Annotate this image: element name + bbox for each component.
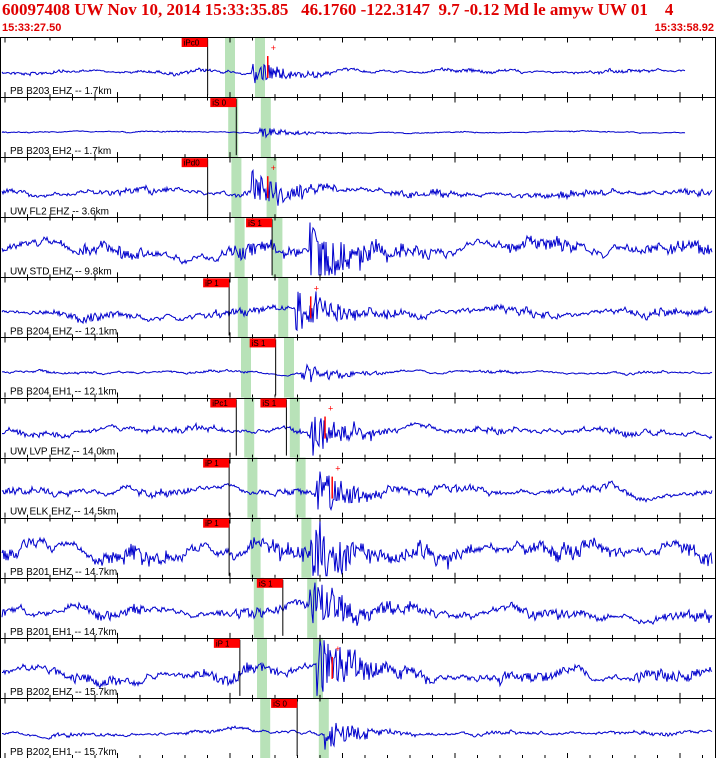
phase-pick-box[interactable]: [249, 338, 276, 348]
s-wave-highlight-band: [318, 697, 329, 758]
channel-label: PB B201 EHZ -- 14.7km: [10, 567, 117, 578]
seismic-trace[interactable]: [1, 520, 713, 577]
event-header: 60097408 UW Nov 10, 2014 15:33:35.85 46.…: [0, 0, 716, 37]
seismic-trace[interactable]: [1, 291, 713, 332]
seismic-trace[interactable]: [1, 416, 713, 456]
phase-pick-label: iPc0: [184, 39, 200, 48]
phase-pick-label: iP 1: [205, 459, 219, 468]
phase-pick-box[interactable]: [181, 38, 208, 47]
phase-pick-box[interactable]: [203, 518, 230, 528]
phase-pick-label: iP 1: [216, 639, 230, 648]
phase-pick-box[interactable]: [210, 398, 237, 408]
p-wave-highlight-band: [231, 157, 242, 218]
channel-label: PB B201 EH1 -- 14.7km: [10, 627, 117, 638]
seismic-trace[interactable]: [1, 126, 686, 139]
s-wave-highlight-band: [295, 457, 306, 518]
phase-pick-label: iP 1: [205, 519, 219, 528]
p-wave-highlight-band: [250, 517, 261, 578]
phase-pick-box[interactable]: [210, 98, 237, 108]
event-title: 60097408 UW Nov 10, 2014 15:33:35.85 46.…: [2, 0, 674, 19]
s-wave-highlight-band: [255, 37, 265, 98]
seismic-trace[interactable]: [1, 169, 713, 206]
start-time-label: 15:33:27.50: [2, 22, 62, 34]
phase-pick-box[interactable]: [213, 638, 240, 648]
seismic-trace[interactable]: [1, 471, 713, 512]
seismic-trace[interactable]: [1, 722, 713, 750]
phase-pick-box[interactable]: [203, 278, 230, 288]
coda-plus: +: [328, 404, 333, 414]
seismogram-panel[interactable]: iPc0 + PB B203 EHZ -- 1.7km iS 0 PB B203 EH2…: [0, 37, 716, 759]
p-wave-highlight-band: [234, 217, 245, 278]
seismic-trace[interactable]: [2, 639, 713, 696]
s-wave-highlight-band: [289, 397, 300, 458]
phase-pick-label: iPc1: [212, 399, 228, 408]
s-wave-highlight-band: [272, 217, 283, 278]
p-wave-highlight-band: [244, 397, 255, 458]
p-wave-highlight-band: [253, 577, 264, 638]
phase-pick-label: iS 1: [262, 399, 276, 408]
p-wave-highlight-band: [237, 277, 248, 338]
phase-pick-label: iS 1: [252, 339, 266, 348]
phase-pick-box[interactable]: [203, 458, 230, 468]
channel-label: UW ELK EHZ -- 14.5km: [10, 507, 116, 518]
coda-plus: +: [335, 464, 340, 474]
p-wave-highlight-band: [228, 97, 239, 158]
s-wave-highlight-band: [307, 577, 318, 638]
channel-label: PB B204 EHZ -- 12.1km: [10, 326, 117, 337]
seismic-trace[interactable]: [1, 582, 713, 626]
seismic-trace[interactable]: [1, 363, 713, 383]
phase-pick-label: iPd0: [184, 159, 201, 168]
coda-plus: +: [314, 283, 319, 293]
phase-pick-box[interactable]: [271, 698, 298, 708]
p-wave-highlight-band: [260, 697, 271, 758]
p-wave-highlight-band: [225, 37, 235, 98]
phase-pick-box[interactable]: [260, 398, 287, 408]
phase-pick-label: iS 0: [273, 699, 287, 708]
channel-label: PB B202 EH1 -- 15.7km: [10, 747, 117, 758]
seismogram-canvas[interactable]: iPc0 + PB B203 EHZ -- 1.7km iS 0 PB B203 EH2…: [0, 37, 716, 759]
p-wave-highlight-band: [241, 337, 251, 398]
coda-plus: +: [335, 644, 340, 654]
phase-pick-label: iS 1: [259, 579, 273, 588]
s-wave-highlight-band: [278, 277, 289, 338]
phase-pick-box[interactable]: [246, 218, 273, 228]
channel-label: PB B204 EH1 -- 12.1km: [10, 387, 117, 398]
channel-label: PB B203 EH2 -- 1.7km: [10, 146, 111, 157]
end-time-label: 15:33:58.92: [654, 22, 714, 34]
channel-label: UW LVP EHZ -- 14.0km: [10, 447, 115, 458]
phase-pick-label: iS 0: [212, 99, 226, 108]
coda-plus: +: [271, 43, 276, 53]
s-wave-highlight-band: [284, 337, 294, 398]
p-wave-highlight-band: [247, 457, 258, 518]
channel-label: UW STD EHZ -- 9.8km: [10, 266, 112, 277]
seismic-trace[interactable]: [1, 222, 713, 276]
phase-pick-box[interactable]: [256, 578, 283, 588]
coda-plus: +: [271, 163, 276, 173]
s-wave-highlight-band: [260, 97, 271, 158]
phase-pick-label: iP 1: [205, 279, 219, 288]
phase-pick-box[interactable]: [181, 158, 208, 168]
channel-label: PB B203 EHZ -- 1.7km: [10, 86, 112, 97]
seismic-trace[interactable]: [1, 63, 686, 84]
s-wave-highlight-band: [301, 517, 312, 578]
phase-pick-label: iS 1: [248, 219, 262, 228]
channel-label: UW FL2 EHZ -- 3.6km: [10, 206, 109, 217]
channel-label: PB B202 EHZ -- 15.7km: [10, 687, 117, 698]
